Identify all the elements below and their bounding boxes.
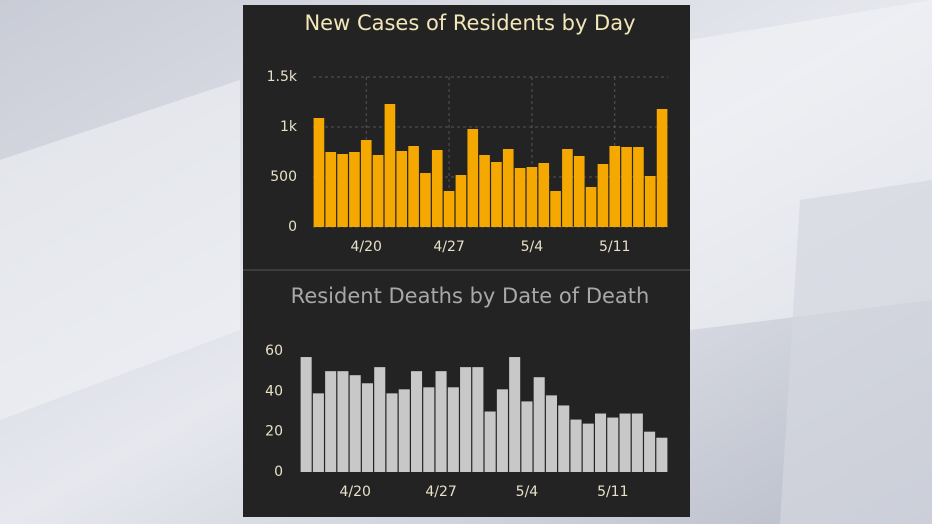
bar [595, 413, 607, 472]
y-tick-label: 1.5k [267, 69, 298, 85]
bar [443, 191, 455, 227]
bar [372, 155, 384, 227]
bar [631, 413, 643, 472]
x-tick-label: 5/11 [599, 239, 630, 255]
bar [325, 152, 337, 227]
bar [312, 393, 324, 472]
bar [374, 367, 386, 472]
bar [360, 140, 372, 227]
bar [455, 175, 467, 227]
bar [408, 146, 419, 227]
bar [337, 371, 349, 472]
bar [447, 387, 459, 472]
bar [420, 173, 431, 227]
bar [633, 147, 644, 227]
bar [621, 147, 632, 227]
bar [570, 419, 582, 472]
bar [573, 156, 585, 227]
y-tick-label: 1k [280, 119, 298, 135]
bar [619, 413, 631, 472]
x-tick-label: 4/20 [339, 484, 370, 500]
x-tick-label: 4/27 [425, 484, 456, 500]
chart-title: Resident Deaths by Date of Death [291, 284, 650, 308]
bar [609, 146, 621, 227]
y-tick-label: 0 [288, 219, 297, 235]
bar [384, 104, 396, 227]
x-tick-label: 5/11 [597, 484, 628, 500]
bar [656, 437, 668, 472]
bar [562, 149, 573, 227]
y-tick-label: 40 [265, 383, 283, 399]
bar [300, 357, 312, 472]
x-tick-label: 5/4 [521, 239, 544, 255]
x-tick-label: 4/27 [433, 239, 464, 255]
bar [472, 367, 484, 472]
bar [607, 417, 619, 472]
bar [509, 357, 521, 472]
bar [644, 176, 656, 227]
bar [550, 191, 561, 227]
bar [582, 423, 594, 472]
bar [349, 152, 360, 227]
bar [435, 371, 447, 472]
bar [361, 383, 373, 472]
bar [479, 155, 490, 227]
bar [526, 167, 538, 227]
y-tick-label: 60 [265, 343, 283, 359]
bar [644, 431, 656, 472]
bar [396, 151, 408, 227]
x-tick-label: 4/20 [351, 239, 382, 255]
background-shape [0, 80, 240, 420]
bar [521, 401, 533, 472]
bar [431, 150, 443, 227]
bar [545, 395, 557, 472]
bar [496, 389, 508, 472]
bar [325, 371, 337, 472]
bar [502, 149, 514, 227]
bar [411, 371, 423, 472]
x-tick-label: 5/4 [516, 484, 539, 500]
y-tick-label: 500 [270, 169, 297, 185]
bar [585, 187, 597, 227]
bar [597, 164, 609, 227]
bar [491, 162, 502, 227]
bar [538, 163, 550, 227]
bar [558, 405, 570, 472]
bar [656, 109, 668, 227]
bar [423, 387, 435, 472]
bar [533, 377, 545, 472]
bar [398, 389, 410, 472]
y-tick-label: 20 [265, 424, 283, 440]
bar [349, 375, 361, 472]
bar [337, 154, 348, 227]
chart-title: New Cases of Residents by Day [304, 11, 635, 35]
bar [484, 411, 496, 472]
bar [514, 168, 526, 227]
y-tick-label: 0 [274, 464, 283, 480]
bar [313, 118, 325, 227]
bar [467, 129, 479, 227]
background-shape [780, 180, 932, 524]
bar [386, 393, 398, 472]
bar [460, 367, 472, 472]
